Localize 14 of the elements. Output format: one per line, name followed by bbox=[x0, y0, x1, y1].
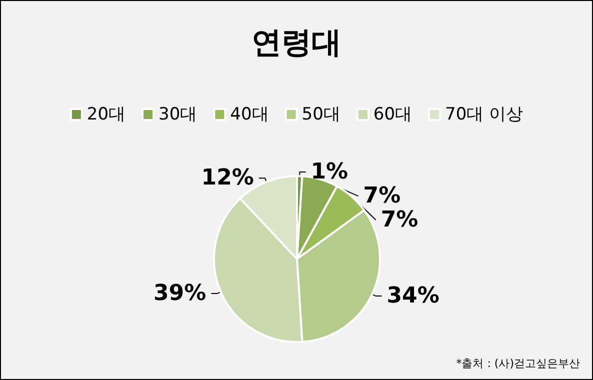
data-label: 1% bbox=[310, 160, 348, 185]
legend-label: 30대 bbox=[158, 104, 198, 124]
legend-label: 40대 bbox=[230, 104, 269, 124]
data-label: 12% bbox=[201, 166, 254, 191]
data-label: 7% bbox=[380, 208, 418, 233]
data-label: 39% bbox=[153, 281, 206, 306]
legend-label: 70대 이상 bbox=[445, 104, 524, 124]
data-label: 34% bbox=[386, 284, 440, 309]
text: *출처 : (사)걷고싶은부산 bbox=[456, 357, 580, 370]
legend-label: 20대 bbox=[86, 104, 126, 124]
legend-label: 60대 bbox=[373, 104, 412, 124]
chart-title: 연령대 bbox=[252, 26, 342, 60]
legend-label: 50대 bbox=[302, 104, 340, 124]
data-label: 7% bbox=[363, 184, 401, 209]
